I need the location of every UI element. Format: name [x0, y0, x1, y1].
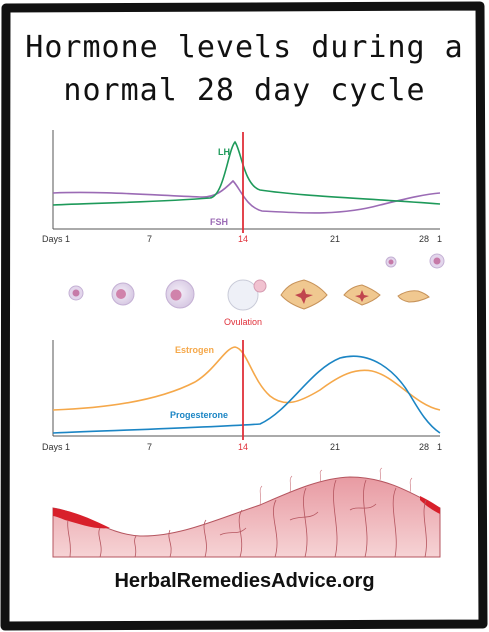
top-days-label: Days	[42, 234, 63, 244]
top-tick-14: 14	[238, 234, 248, 244]
bottom-tick-14: 14	[238, 442, 248, 452]
bottom-tick-7: 7	[147, 442, 152, 452]
estrogen-label: Estrogen	[175, 345, 214, 355]
top-tick-1: 1	[65, 234, 70, 244]
ovulation-label: Ovulation	[224, 317, 262, 327]
estrogen-progesterone-chart: Estrogen Progesterone Days 1 7 14 21 28 …	[42, 340, 442, 452]
ovum-released	[253, 279, 267, 293]
bottom-tick-1: 1	[65, 442, 70, 452]
title-line-2: normal 28 day cycle	[63, 73, 426, 108]
glands	[67, 479, 427, 558]
endometrium-lining	[52, 476, 441, 558]
bottom-days-label: Days	[42, 442, 63, 452]
lh-label: LH	[218, 147, 230, 157]
lh-line	[52, 140, 441, 206]
fsh-line	[52, 179, 441, 214]
progesterone-label: Progesterone	[170, 410, 228, 420]
top-tick-7: 7	[147, 234, 152, 244]
footer-site-name: HerbalRemediesAdvice.org	[114, 570, 375, 592]
bottom-tick-21: 21	[330, 442, 340, 452]
top-tick-1-next: 1	[437, 234, 442, 244]
follicle-row: Ovulation	[68, 253, 445, 327]
lh-fsh-chart: LH FSH Days 1 7 14 21 28 1	[42, 130, 442, 244]
fsh-label: FSH	[210, 217, 228, 227]
endometrium-illustration	[52, 467, 441, 558]
progesterone-line	[52, 355, 441, 434]
bottom-tick-28: 28	[419, 442, 429, 452]
bottom-tick-1-next: 1	[437, 442, 442, 452]
estrogen-line	[52, 346, 441, 411]
corpus-albicans	[397, 290, 430, 303]
menstrual-shedding-start	[53, 508, 110, 529]
top-tick-28: 28	[419, 234, 429, 244]
top-tick-21: 21	[330, 234, 340, 244]
title-line-1: Hormone levels during a	[25, 30, 464, 65]
follicle-4	[227, 279, 259, 311]
menstrual-shedding-end	[420, 496, 440, 514]
